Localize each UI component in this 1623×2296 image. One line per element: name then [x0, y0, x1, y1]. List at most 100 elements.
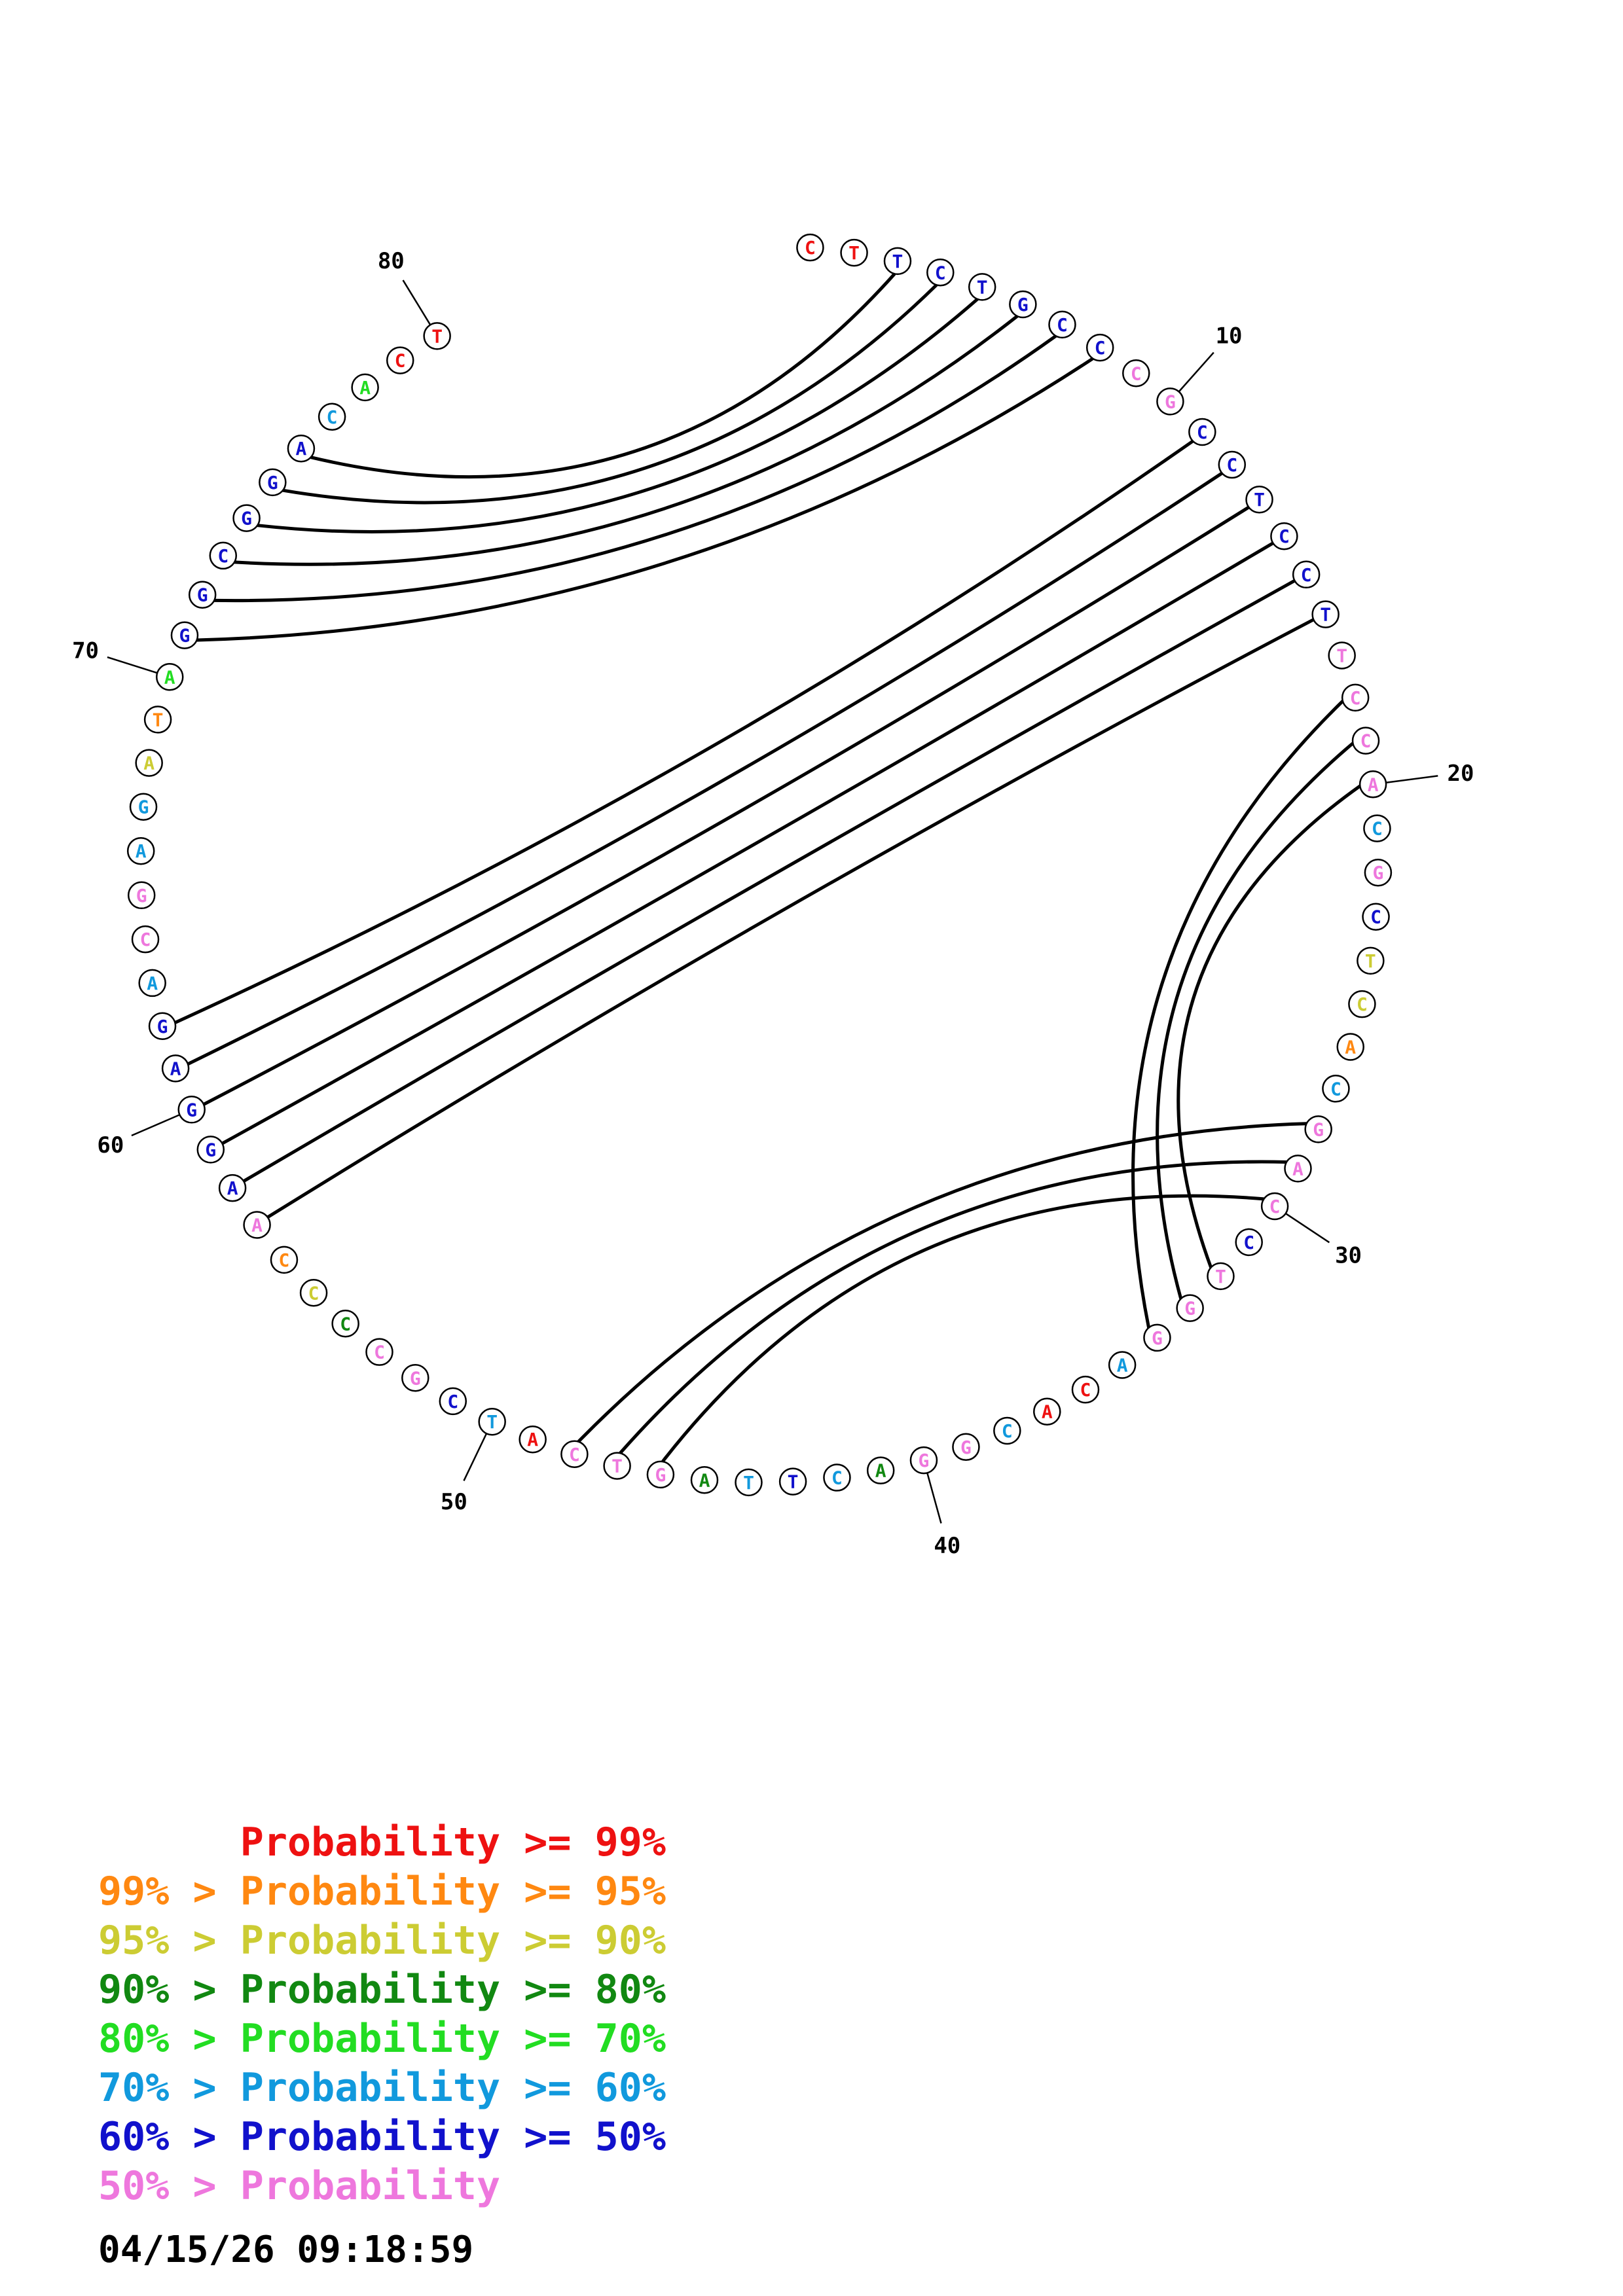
nucleotide-24: T — [1357, 946, 1385, 975]
nucleotide-53: C — [365, 1338, 393, 1366]
nucleotide-9: C — [1122, 359, 1150, 387]
legend-prefix: 80% > — [98, 2016, 240, 2062]
legend-text: Probability >= 70% — [240, 2016, 666, 2062]
svg-text:C: C — [374, 1342, 385, 1363]
svg-text:A: A — [1368, 774, 1379, 795]
svg-text:C: C — [831, 1467, 843, 1489]
svg-text:C: C — [447, 1391, 458, 1412]
nucleotide-41: A — [866, 1456, 895, 1484]
position-label-60: 60 — [97, 1132, 124, 1158]
position-label-50: 50 — [441, 1489, 467, 1515]
svg-text:A: A — [527, 1429, 538, 1450]
svg-text:G: G — [1165, 391, 1176, 412]
svg-text:G: G — [919, 1450, 930, 1471]
nucleotide-74: G — [232, 504, 261, 532]
nucleotide-79: C — [386, 346, 414, 374]
svg-text:C: C — [1080, 1379, 1091, 1401]
nucleotide-10: G — [1156, 387, 1184, 416]
nucleotide-1: C — [796, 233, 824, 262]
svg-text:G: G — [267, 472, 278, 493]
svg-text:C: C — [279, 1249, 290, 1271]
svg-text:T: T — [848, 242, 860, 264]
nucleotide-68: A — [135, 749, 163, 777]
nucleotide-11: C — [1188, 418, 1216, 446]
nucleotide-50: T — [478, 1407, 506, 1436]
svg-text:C: C — [1360, 730, 1372, 752]
nucleotide-56: C — [270, 1246, 299, 1274]
svg-text:A: A — [359, 377, 371, 399]
svg-text:G: G — [1313, 1119, 1324, 1140]
svg-text:A: A — [170, 1058, 181, 1079]
legend-text: Probability >= 99% — [240, 1820, 666, 1865]
svg-text:C: C — [805, 237, 816, 259]
base-pair-arcs — [174, 272, 1361, 1463]
label-leader-30 — [1285, 1212, 1330, 1244]
nucleotide-16: T — [1311, 600, 1340, 628]
legend-text: Probability >= 60% — [240, 2065, 666, 2111]
svg-text:A: A — [1117, 1354, 1128, 1376]
pair-arc-20-32 — [1176, 784, 1361, 1268]
nucleotide-20: A — [1359, 770, 1387, 798]
svg-text:A: A — [227, 1177, 238, 1199]
svg-text:T: T — [1254, 489, 1265, 511]
svg-text:T: T — [611, 1456, 623, 1477]
nucleotide-circles: C T TCTGCCCGCCTCCTTCCACGCTCACGACCTGGACACGG… — [126, 233, 1393, 1497]
legend-prefix: 95% > — [98, 1918, 240, 1964]
svg-text:T: T — [977, 276, 988, 298]
nucleotide-46: G — [646, 1460, 675, 1489]
svg-text:G: G — [138, 797, 149, 818]
nucleotide-18: C — [1341, 683, 1370, 712]
legend-prefix: 60% > — [98, 2114, 240, 2160]
nucleotide-78: A — [351, 373, 379, 402]
nucleotide-73: C — [209, 541, 238, 570]
label-leader-40 — [926, 1473, 942, 1524]
svg-text:G: G — [655, 1464, 666, 1486]
svg-text:A: A — [699, 1469, 710, 1491]
position-label-70: 70 — [72, 637, 99, 664]
legend-text: Probability >= 50% — [240, 2114, 666, 2160]
nucleotide-75: G — [259, 468, 287, 497]
label-leader-10 — [1178, 351, 1214, 393]
legend-text: Probability >= 90% — [240, 1918, 666, 1964]
svg-text:A: A — [875, 1460, 886, 1482]
svg-text:C: C — [1131, 363, 1142, 384]
svg-text:G: G — [241, 508, 252, 529]
pair-arc-4-75 — [282, 283, 938, 505]
nucleotide-29: A — [1284, 1155, 1312, 1183]
nucleotide-14: C — [1270, 522, 1298, 550]
nucleotide-3: T — [883, 247, 912, 276]
pair-arc-7-72 — [214, 334, 1057, 603]
legend-row-3: 95% > Probability >= 90% — [98, 1916, 666, 1965]
svg-text:C: C — [1057, 314, 1068, 336]
svg-text:T: T — [486, 1411, 498, 1433]
nucleotide-40: G — [909, 1446, 938, 1475]
svg-text:C: C — [1370, 906, 1381, 928]
pair-arc-11-62 — [174, 439, 1194, 1024]
nucleotide-13: T — [1245, 485, 1273, 514]
svg-text:A: A — [143, 753, 155, 774]
legend-row-2: 99% > Probability >= 95% — [98, 1867, 666, 1916]
svg-text:C: C — [395, 350, 406, 372]
svg-text:C: C — [1002, 1420, 1013, 1442]
nucleotide-21: C — [1363, 814, 1391, 842]
nucleotide-15: C — [1292, 560, 1321, 589]
legend-prefix: 50% > — [98, 2163, 240, 2209]
svg-text:T: T — [892, 251, 903, 272]
svg-text:G: G — [1372, 862, 1383, 884]
svg-text:C: C — [1226, 454, 1237, 476]
nucleotide-36: C — [1071, 1375, 1100, 1404]
nucleotide-33: G — [1176, 1294, 1204, 1322]
nucleotide-4: C — [926, 259, 955, 287]
pair-arc-29-47 — [619, 1160, 1287, 1454]
svg-text:G: G — [960, 1437, 972, 1458]
svg-text:A: A — [147, 973, 158, 994]
nucleotide-6: G — [1009, 290, 1037, 319]
nucleotide-66: A — [126, 836, 155, 865]
nucleotide-70: A — [155, 663, 184, 691]
nucleotide-37: A — [1033, 1397, 1061, 1426]
position-label-40: 40 — [934, 1533, 960, 1559]
nucleotide-28: G — [1304, 1115, 1332, 1143]
svg-text:C: C — [217, 545, 228, 567]
legend-prefix: 99% > — [98, 1869, 240, 1914]
svg-text:C: C — [1372, 818, 1383, 840]
